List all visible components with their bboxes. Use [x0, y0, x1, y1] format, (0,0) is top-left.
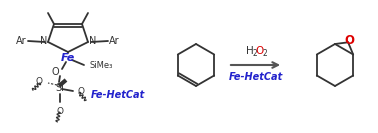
Text: O: O	[77, 88, 84, 97]
Text: 2: 2	[252, 49, 257, 57]
Text: O: O	[56, 107, 64, 116]
Text: O: O	[256, 46, 263, 56]
Text: SiMe₃: SiMe₃	[89, 61, 112, 70]
Text: Ar: Ar	[16, 36, 27, 46]
Text: Ar: Ar	[109, 36, 119, 46]
Text: H: H	[246, 46, 253, 56]
Text: Fe: Fe	[61, 53, 75, 63]
Text: N: N	[89, 36, 96, 46]
Text: N: N	[40, 36, 47, 46]
Text: Si: Si	[56, 83, 64, 93]
Text: O: O	[51, 67, 59, 77]
Text: Fe-HetCat: Fe-HetCat	[228, 72, 283, 82]
Text: Fe-HetCat: Fe-HetCat	[91, 90, 145, 100]
Text: O: O	[36, 76, 43, 86]
Text: 2: 2	[262, 49, 267, 57]
Text: O: O	[344, 34, 354, 47]
